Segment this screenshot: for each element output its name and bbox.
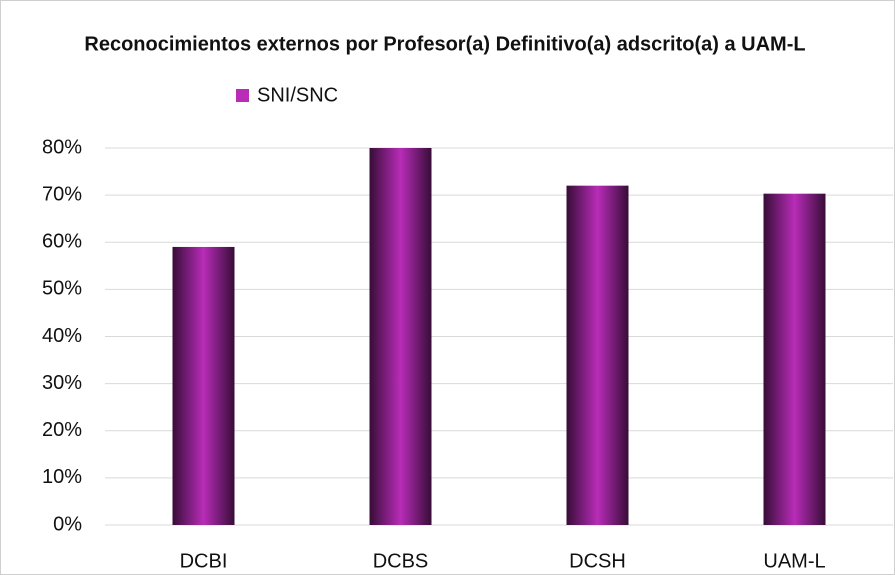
x-tick-label: DCBI — [180, 550, 228, 572]
y-tick-label: 50% — [42, 278, 82, 300]
bar-shade — [369, 148, 432, 525]
x-tick-label: DCBS — [373, 550, 429, 572]
y-tick-label: 30% — [42, 372, 82, 394]
bar-shade — [763, 193, 826, 525]
y-tick-label: 70% — [42, 183, 82, 205]
y-tick-label: 60% — [42, 231, 82, 253]
chart-title: Reconocimientos externos por Profesor(a)… — [84, 33, 805, 55]
x-tick-label: UAM-L — [763, 550, 825, 572]
bar-shade — [566, 185, 629, 525]
legend-label: SNI/SNC — [257, 84, 338, 106]
x-tick-label: DCSH — [569, 550, 626, 572]
bar-shade — [172, 246, 235, 525]
y-tick-label: 10% — [42, 466, 82, 488]
y-tick-label: 80% — [42, 136, 82, 158]
legend-swatch — [236, 89, 249, 102]
y-tick-label: 40% — [42, 325, 82, 347]
y-tick-label: 0% — [53, 513, 82, 535]
y-tick-label: 20% — [42, 419, 82, 441]
